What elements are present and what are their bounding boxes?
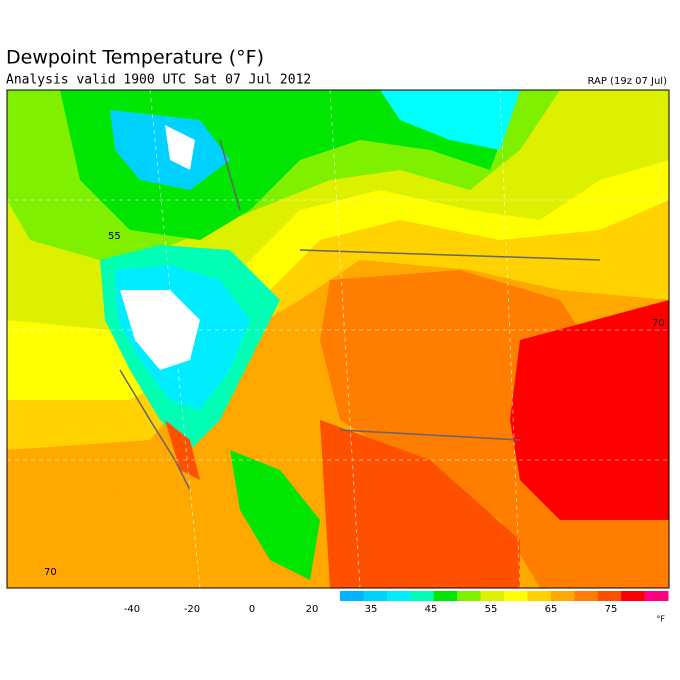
colorbar-swatch xyxy=(386,591,411,601)
colorbar-swatch xyxy=(480,591,505,601)
region xyxy=(7,490,330,588)
region xyxy=(320,420,520,588)
colorbar-swatch xyxy=(457,591,482,601)
colorbar-unit: °F xyxy=(656,615,665,624)
contour-label: 70 xyxy=(652,318,665,329)
colorbar-tick-label: -40 xyxy=(124,604,140,615)
colorbar-tick-label: 0 xyxy=(249,604,255,615)
region xyxy=(165,420,200,480)
region xyxy=(230,450,320,580)
colorbar-swatch xyxy=(433,591,458,601)
colorbar-swatch xyxy=(340,591,364,601)
model-label: RAP (19z 07 Jul) xyxy=(587,76,667,87)
colorbar-swatch xyxy=(504,591,528,601)
contour-label: 70 xyxy=(44,567,57,578)
region xyxy=(165,125,195,170)
colorbar-swatch xyxy=(550,591,575,601)
colorbar-tick-label: 35 xyxy=(365,604,378,615)
colorbar-tick-label: 75 xyxy=(605,604,618,615)
boundary xyxy=(119,139,601,491)
colorbar-tick-label: 20 xyxy=(306,604,319,615)
colorbar-swatch xyxy=(621,591,646,601)
contour-label: 55 xyxy=(108,231,121,242)
graticule xyxy=(7,90,669,588)
colorbar-swatch xyxy=(644,591,669,601)
title: Dewpoint Temperature (°F) xyxy=(6,47,264,69)
colorbar-swatch xyxy=(597,591,622,601)
colorbar-swatch xyxy=(363,591,388,601)
colorbar: 35 45 55 65 75 -40 -20 0 20 xyxy=(124,591,669,615)
colorbar-tick-label: 45 xyxy=(425,604,438,615)
colorbar-swatch xyxy=(574,591,599,601)
colorbar-tick-label: 65 xyxy=(545,604,558,615)
colorbar-swatch xyxy=(410,591,435,601)
map: 55 70 70 xyxy=(6,89,670,589)
colorbar-tick-label: -20 xyxy=(184,604,200,615)
colorbar-tick-label: 55 xyxy=(485,604,498,615)
colorbar-swatch xyxy=(527,591,552,601)
region xyxy=(380,90,520,150)
map-frame xyxy=(6,89,670,589)
region xyxy=(510,300,669,520)
subtitle: Analysis valid 1900 UTC Sat 07 Jul 2012 xyxy=(6,73,311,88)
